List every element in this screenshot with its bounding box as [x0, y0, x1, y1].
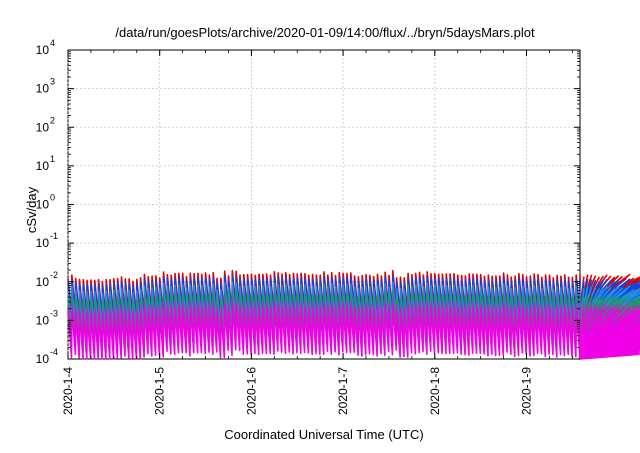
- y-tick-label-exponent: 4: [50, 38, 55, 48]
- x-axis-label: Coordinated Universal Time (UTC): [224, 427, 423, 442]
- x-tick-label: 2020-1-6: [244, 367, 258, 415]
- y-tick-label-exponent: 3: [50, 77, 55, 87]
- y-tick-label: 10: [36, 352, 50, 366]
- x-tick-label: 2020-1-5: [153, 367, 167, 415]
- y-tick-label: 10: [36, 275, 50, 289]
- y-axis-label: cSv/day: [24, 186, 39, 233]
- series-line: [67, 281, 640, 333]
- y-tick-label-exponent: 1: [50, 154, 55, 164]
- y-tick-label-exponent: -4: [50, 347, 58, 357]
- y-tick-label-exponent: -3: [50, 308, 58, 318]
- y-tick-label: 10: [36, 198, 50, 212]
- y-tick-label: 10: [36, 159, 50, 173]
- y-tick-label-exponent: -1: [50, 231, 58, 241]
- data-series: [67, 269, 640, 360]
- y-tick-label: 10: [36, 82, 50, 96]
- x-tick-label: 2020-1-9: [520, 367, 534, 415]
- y-tick-label: 10: [36, 43, 50, 57]
- x-tick-label: 2020-1-8: [428, 367, 442, 415]
- series-line: [67, 302, 640, 360]
- chart-title: /data/run/goesPlots/archive/2020-01-09/1…: [115, 25, 535, 40]
- y-tick-label-exponent: 0: [50, 193, 55, 203]
- y-tick-label: 10: [36, 120, 50, 134]
- y-tick-label-exponent: 2: [50, 115, 55, 125]
- y-tick-label: 10: [36, 313, 50, 327]
- y-tick-label-exponent: -2: [50, 270, 58, 280]
- x-tick-label: 2020-1-4: [61, 367, 75, 415]
- x-tick-label: 2020-1-7: [336, 367, 350, 415]
- y-tick-label: 10: [36, 236, 50, 250]
